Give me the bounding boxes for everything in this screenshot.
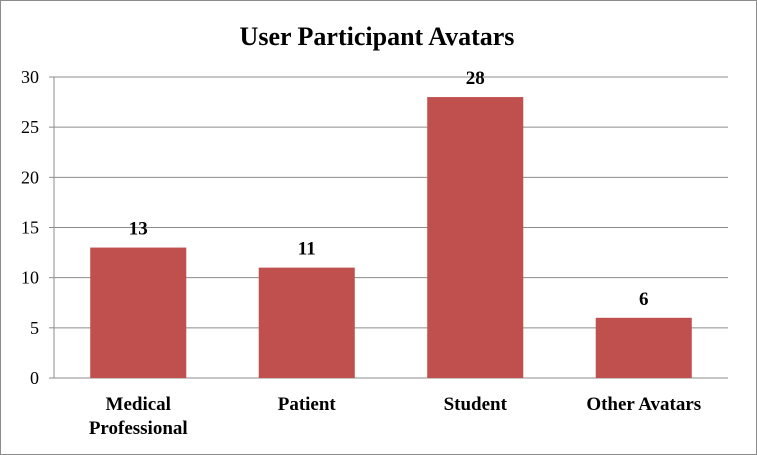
bar bbox=[595, 317, 692, 378]
y-tick-label: 25 bbox=[21, 117, 39, 137]
data-label: 11 bbox=[298, 239, 316, 260]
data-label: 6 bbox=[639, 289, 649, 310]
x-category-label-line: Patient bbox=[278, 394, 337, 415]
x-category-labels: Medical Professional Patient Student Other A… bbox=[89, 394, 701, 439]
x-category-label: Medical Professional bbox=[89, 394, 188, 439]
y-tick-label: 0 bbox=[30, 368, 39, 388]
data-label: 13 bbox=[129, 219, 148, 240]
data-labels: 13 11 28 6 bbox=[129, 68, 649, 310]
x-category-label-line: Other Avatars bbox=[586, 394, 701, 415]
x-category-label-line: Student bbox=[444, 394, 508, 415]
y-tick-label: 5 bbox=[30, 318, 39, 338]
y-tick-label: 15 bbox=[21, 218, 39, 238]
y-tick-label: 20 bbox=[21, 167, 39, 187]
x-category-label-line: Medical bbox=[106, 394, 171, 415]
x-category-label: Other Avatars bbox=[586, 394, 701, 415]
chart-title: User Participant Avatars bbox=[240, 22, 515, 51]
bar bbox=[90, 247, 187, 378]
data-label: 28 bbox=[466, 68, 485, 89]
bar bbox=[258, 267, 355, 378]
y-tick-label: 10 bbox=[21, 268, 39, 288]
x-category-label-line: Professional bbox=[89, 418, 188, 439]
x-category-label: Patient bbox=[278, 394, 337, 415]
x-category-label: Student bbox=[444, 394, 508, 415]
bar bbox=[427, 97, 524, 379]
bars bbox=[90, 97, 692, 379]
y-tick-label: 30 bbox=[21, 67, 39, 87]
y-tick-labels: 0 5 10 15 20 25 30 bbox=[21, 67, 39, 388]
